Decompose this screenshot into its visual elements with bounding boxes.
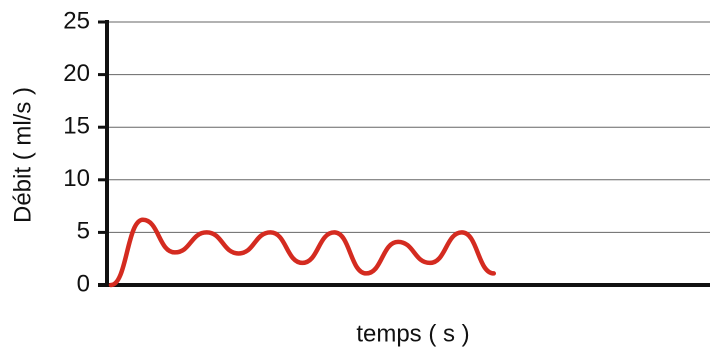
y-tick-label: 25 [63, 7, 90, 34]
y-tick-label: 5 [77, 218, 90, 245]
y-axis-title: Débit ( ml/s ) [9, 87, 36, 223]
y-tick-label: 0 [77, 270, 90, 297]
y-tick-label: 15 [63, 113, 90, 140]
y-tick-label: 20 [63, 60, 90, 87]
y-tick-label: 10 [63, 165, 90, 192]
x-axis-title: temps ( s ) [356, 320, 469, 347]
data-line [108, 217, 497, 288]
